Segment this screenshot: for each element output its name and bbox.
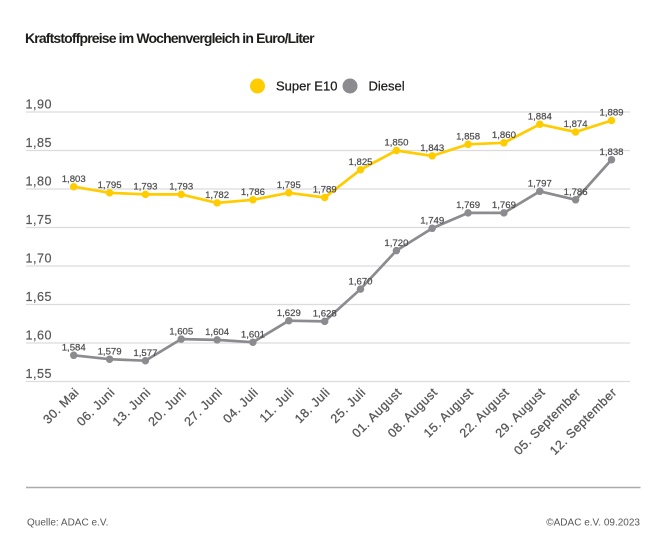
svg-text:1,793: 1,793: [169, 182, 193, 193]
svg-text:1,889: 1,889: [599, 108, 623, 119]
svg-text:1,797: 1,797: [528, 179, 552, 190]
svg-text:©ADAC e.V. 09.2023: ©ADAC e.V. 09.2023: [546, 518, 640, 529]
svg-text:1,605: 1,605: [169, 326, 193, 337]
svg-text:Super E10: Super E10: [276, 79, 337, 94]
svg-text:Kraftstoffpreise im Wochenverg: Kraftstoffpreise im Wochenvergleich in E…: [25, 30, 315, 46]
svg-text:1,843: 1,843: [420, 143, 444, 154]
svg-text:Quelle: ADAC e.V.: Quelle: ADAC e.V.: [27, 518, 108, 529]
svg-text:1,786: 1,786: [564, 187, 588, 198]
svg-text:1,577: 1,577: [133, 348, 157, 359]
svg-text:1,604: 1,604: [205, 327, 230, 338]
svg-text:1,825: 1,825: [348, 157, 372, 168]
svg-text:1,85: 1,85: [26, 136, 53, 150]
svg-text:1,858: 1,858: [456, 132, 480, 143]
svg-text:1,65: 1,65: [26, 290, 53, 304]
svg-text:1,860: 1,860: [492, 130, 516, 141]
svg-text:1,884: 1,884: [528, 112, 553, 123]
svg-text:1,670: 1,670: [348, 276, 372, 287]
svg-text:1,70: 1,70: [26, 252, 53, 266]
svg-text:1,803: 1,803: [62, 174, 86, 185]
svg-text:1,601: 1,601: [241, 329, 265, 340]
svg-text:1,793: 1,793: [133, 182, 157, 193]
svg-text:Diesel: Diesel: [369, 79, 405, 94]
svg-text:1,55: 1,55: [26, 367, 53, 381]
svg-text:1,80: 1,80: [26, 175, 53, 189]
svg-text:1,769: 1,769: [456, 200, 480, 211]
svg-text:1,584: 1,584: [62, 343, 87, 354]
svg-text:1,874: 1,874: [564, 119, 589, 130]
svg-text:1,795: 1,795: [277, 180, 301, 191]
svg-text:1,786: 1,786: [241, 187, 265, 198]
svg-text:1,795: 1,795: [98, 180, 122, 191]
svg-text:1,789: 1,789: [313, 185, 337, 196]
svg-text:1,75: 1,75: [26, 213, 53, 227]
svg-text:1,629: 1,629: [277, 308, 301, 319]
svg-text:1,720: 1,720: [384, 238, 408, 249]
svg-text:1,60: 1,60: [26, 329, 53, 343]
svg-text:1,769: 1,769: [492, 200, 516, 211]
svg-text:1,749: 1,749: [420, 216, 444, 227]
svg-text:1,579: 1,579: [98, 346, 122, 357]
svg-text:1,90: 1,90: [26, 98, 53, 112]
svg-text:1,838: 1,838: [599, 147, 623, 158]
svg-text:1,850: 1,850: [384, 138, 408, 149]
svg-text:1,628: 1,628: [313, 309, 337, 320]
svg-text:1,782: 1,782: [205, 190, 229, 201]
